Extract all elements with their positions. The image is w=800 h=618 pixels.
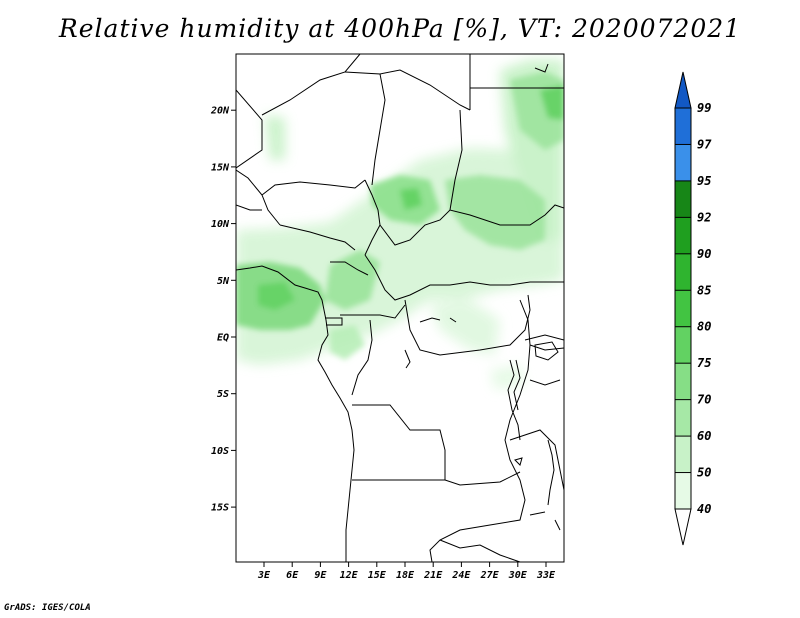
lat-tick-label: EQ <box>217 333 229 344</box>
colorbar-label: 70 <box>697 393 711 407</box>
lat-tick-label: 20N <box>210 106 230 117</box>
colorbar-max-arrow <box>674 71 692 109</box>
lat-tick-label: 15S <box>211 503 229 514</box>
colorbar-label: 85 <box>697 283 711 297</box>
colorbar: 40 50 60 70 75 80 85 90 92 95 97 99 <box>674 71 712 546</box>
colorbar-label: 92 <box>697 210 711 224</box>
lon-tick-label: 6E <box>286 570 299 581</box>
colorbar-label: 99 <box>697 101 711 115</box>
colorbar-segment <box>675 180 691 218</box>
colorbar-label: 80 <box>697 320 711 334</box>
colorbar-segment <box>675 363 691 400</box>
lon-tick-label: 18E <box>396 570 415 581</box>
lon-tick-label: 21E <box>423 570 443 581</box>
colorbar-min-arrow <box>674 508 692 546</box>
colorbar-segment <box>675 290 691 327</box>
colorbar-segment <box>675 399 691 437</box>
colorbar-label: 60 <box>697 429 711 443</box>
colorbar-segment <box>675 108 691 145</box>
colorbar-label: 95 <box>697 174 711 188</box>
footer-credit: GrADS: IGES/COLA <box>4 603 91 613</box>
lat-tick-label: 5S <box>217 389 229 400</box>
lon-tick-label: 24E <box>451 570 471 581</box>
colorbar-label: 97 <box>697 137 712 151</box>
colorbar-segment <box>675 217 691 254</box>
colorbar-segment <box>675 144 691 181</box>
colorbar-segment <box>675 253 691 291</box>
lon-tick-label: 12E <box>340 570 359 581</box>
plot-frame <box>235 53 565 563</box>
colorbar-label: 75 <box>697 356 711 370</box>
colorbar-segment <box>675 472 691 509</box>
lat-tick-label: 10N <box>211 219 230 230</box>
lon-tick-label: 30E <box>508 570 528 581</box>
lat-tick-label: 10S <box>211 446 229 457</box>
latitude-axis: 20N 15N 10N 5N EQ 5S 10S 15S <box>210 106 236 514</box>
lon-tick-label: 3E <box>257 570 271 581</box>
chart-title: Relative humidity at 400hPa [%], VT: 202… <box>58 14 742 43</box>
humidity-shading <box>236 60 564 390</box>
colorbar-segment <box>675 326 691 364</box>
lon-tick-label: 33E <box>536 570 556 581</box>
lon-tick-label: 27E <box>480 570 500 581</box>
colorbar-label: 90 <box>697 247 711 261</box>
country-borders <box>236 54 564 562</box>
longitude-axis: 3E 6E 9E 12E 15E 18E 21E 24E 27E 30E 33E <box>257 562 556 581</box>
lon-tick-label: 15E <box>368 570 387 581</box>
lon-tick-label: 9E <box>314 570 327 581</box>
lat-tick-label: 5N <box>217 276 230 287</box>
colorbar-segment <box>675 436 691 473</box>
colorbar-label: 40 <box>697 502 711 516</box>
lat-tick-label: 15N <box>211 162 230 173</box>
colorbar-label: 50 <box>697 466 711 480</box>
